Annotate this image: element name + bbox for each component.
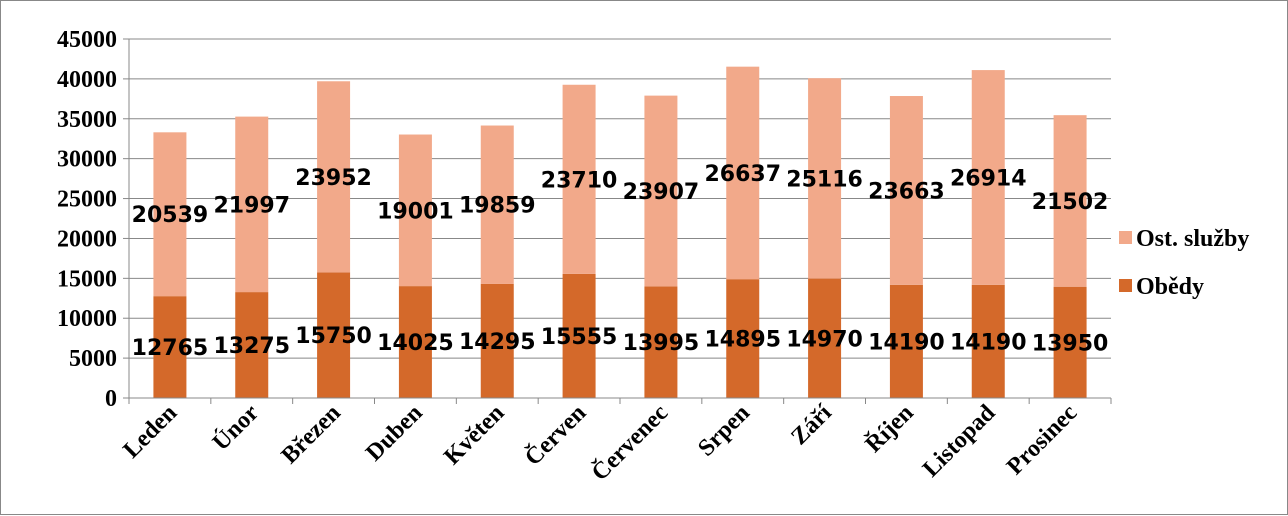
data-label-obedy: 14025 xyxy=(377,331,454,356)
bar-ost-sluzby xyxy=(317,81,351,273)
bar-obedy xyxy=(889,284,923,398)
data-label-ost-sluzby: 26637 xyxy=(704,162,781,187)
data-label-obedy: 13275 xyxy=(213,334,290,359)
y-tick-label: 45000 xyxy=(57,27,117,53)
y-tick-label: 25000 xyxy=(57,187,117,213)
bar-ost-sluzby xyxy=(971,70,1005,285)
bar-obedy xyxy=(317,272,351,398)
data-label-ost-sluzby: 23710 xyxy=(541,168,618,193)
bars xyxy=(153,66,1087,398)
data-label-ost-sluzby: 21502 xyxy=(1032,190,1109,215)
x-category-label: Březen xyxy=(277,400,346,469)
x-category-label: Září xyxy=(786,400,837,451)
y-tick-label: 15000 xyxy=(57,266,117,292)
data-label-ost-sluzby: 20539 xyxy=(132,203,209,228)
bar-ost-sluzby xyxy=(726,66,760,280)
legend-swatch xyxy=(1119,279,1132,292)
bar-obedy xyxy=(235,292,269,398)
x-category-label: Únor xyxy=(208,400,264,456)
data-label-obedy: 14295 xyxy=(459,330,536,355)
bar-ost-sluzby xyxy=(235,116,269,293)
bar-ost-sluzby xyxy=(644,95,678,287)
data-label-ost-sluzby: 19859 xyxy=(459,194,536,219)
bar-ost-sluzby xyxy=(808,78,842,279)
bar-obedy xyxy=(808,278,842,398)
data-label-ost-sluzby: 23663 xyxy=(868,179,945,204)
data-label-obedy: 15750 xyxy=(295,324,372,349)
y-tick-label: 30000 xyxy=(57,147,117,173)
data-label-obedy: 14190 xyxy=(950,330,1027,355)
x-category-label: Říjen xyxy=(860,399,919,458)
legend: Ost. služby Obědy xyxy=(1119,226,1249,300)
data-label-ost-sluzby: 23952 xyxy=(295,166,372,191)
x-category-label: Duben xyxy=(361,400,427,466)
data-label-ost-sluzby: 21997 xyxy=(213,193,290,218)
legend-label: Obědy xyxy=(1136,274,1204,300)
y-tick-label: 20000 xyxy=(57,226,117,252)
bar-obedy xyxy=(726,279,760,398)
y-tick-label: 10000 xyxy=(57,306,117,332)
legend-label: Ost. služby xyxy=(1136,226,1249,252)
bar-ost-sluzby xyxy=(398,134,432,287)
data-labels: 12765 20539 13275 21997 15750 23952 14025 19001… xyxy=(132,162,1109,361)
data-label-obedy: 13995 xyxy=(623,331,700,356)
data-label-obedy: 12765 xyxy=(132,336,209,361)
bar-ost-sluzby xyxy=(1053,115,1087,287)
bar-obedy xyxy=(644,286,678,398)
bar-obedy xyxy=(971,284,1005,398)
x-category-label: Srpen xyxy=(693,400,755,462)
y-tick-label: 35000 xyxy=(57,107,117,133)
bar-ost-sluzby xyxy=(889,96,923,285)
x-category-label: Květen xyxy=(439,400,509,470)
bar-ost-sluzby xyxy=(562,84,596,274)
bar-obedy xyxy=(562,273,596,398)
data-label-obedy: 13950 xyxy=(1032,331,1109,356)
data-label-ost-sluzby: 23907 xyxy=(623,180,700,205)
bar-obedy xyxy=(1053,286,1087,398)
data-label-obedy: 15555 xyxy=(541,325,618,350)
bar-obedy xyxy=(153,296,187,398)
data-label-obedy: 14190 xyxy=(868,330,945,355)
x-category-label: Leden xyxy=(119,400,183,464)
y-tick-label: 5000 xyxy=(69,346,117,372)
data-label-ost-sluzby: 26914 xyxy=(950,166,1027,191)
legend-swatch xyxy=(1119,231,1132,244)
bar-obedy xyxy=(480,283,514,398)
x-category-label: Červenec xyxy=(586,399,673,486)
bar-obedy xyxy=(398,286,432,398)
data-label-obedy: 14970 xyxy=(786,327,863,352)
x-category-label: Prosinec xyxy=(1002,400,1083,481)
data-label-ost-sluzby: 25116 xyxy=(786,167,863,192)
x-category-label: Listopad xyxy=(918,399,1001,482)
y-tick-label: 0 xyxy=(105,386,117,412)
data-label-ost-sluzby: 19001 xyxy=(377,199,454,224)
x-category-label: Červen xyxy=(519,399,591,471)
bar-ost-sluzby xyxy=(480,125,514,284)
gridlines xyxy=(129,38,1111,359)
bar-ost-sluzby xyxy=(153,132,187,297)
data-label-obedy: 14895 xyxy=(704,328,781,353)
y-tick-label: 40000 xyxy=(57,67,117,93)
